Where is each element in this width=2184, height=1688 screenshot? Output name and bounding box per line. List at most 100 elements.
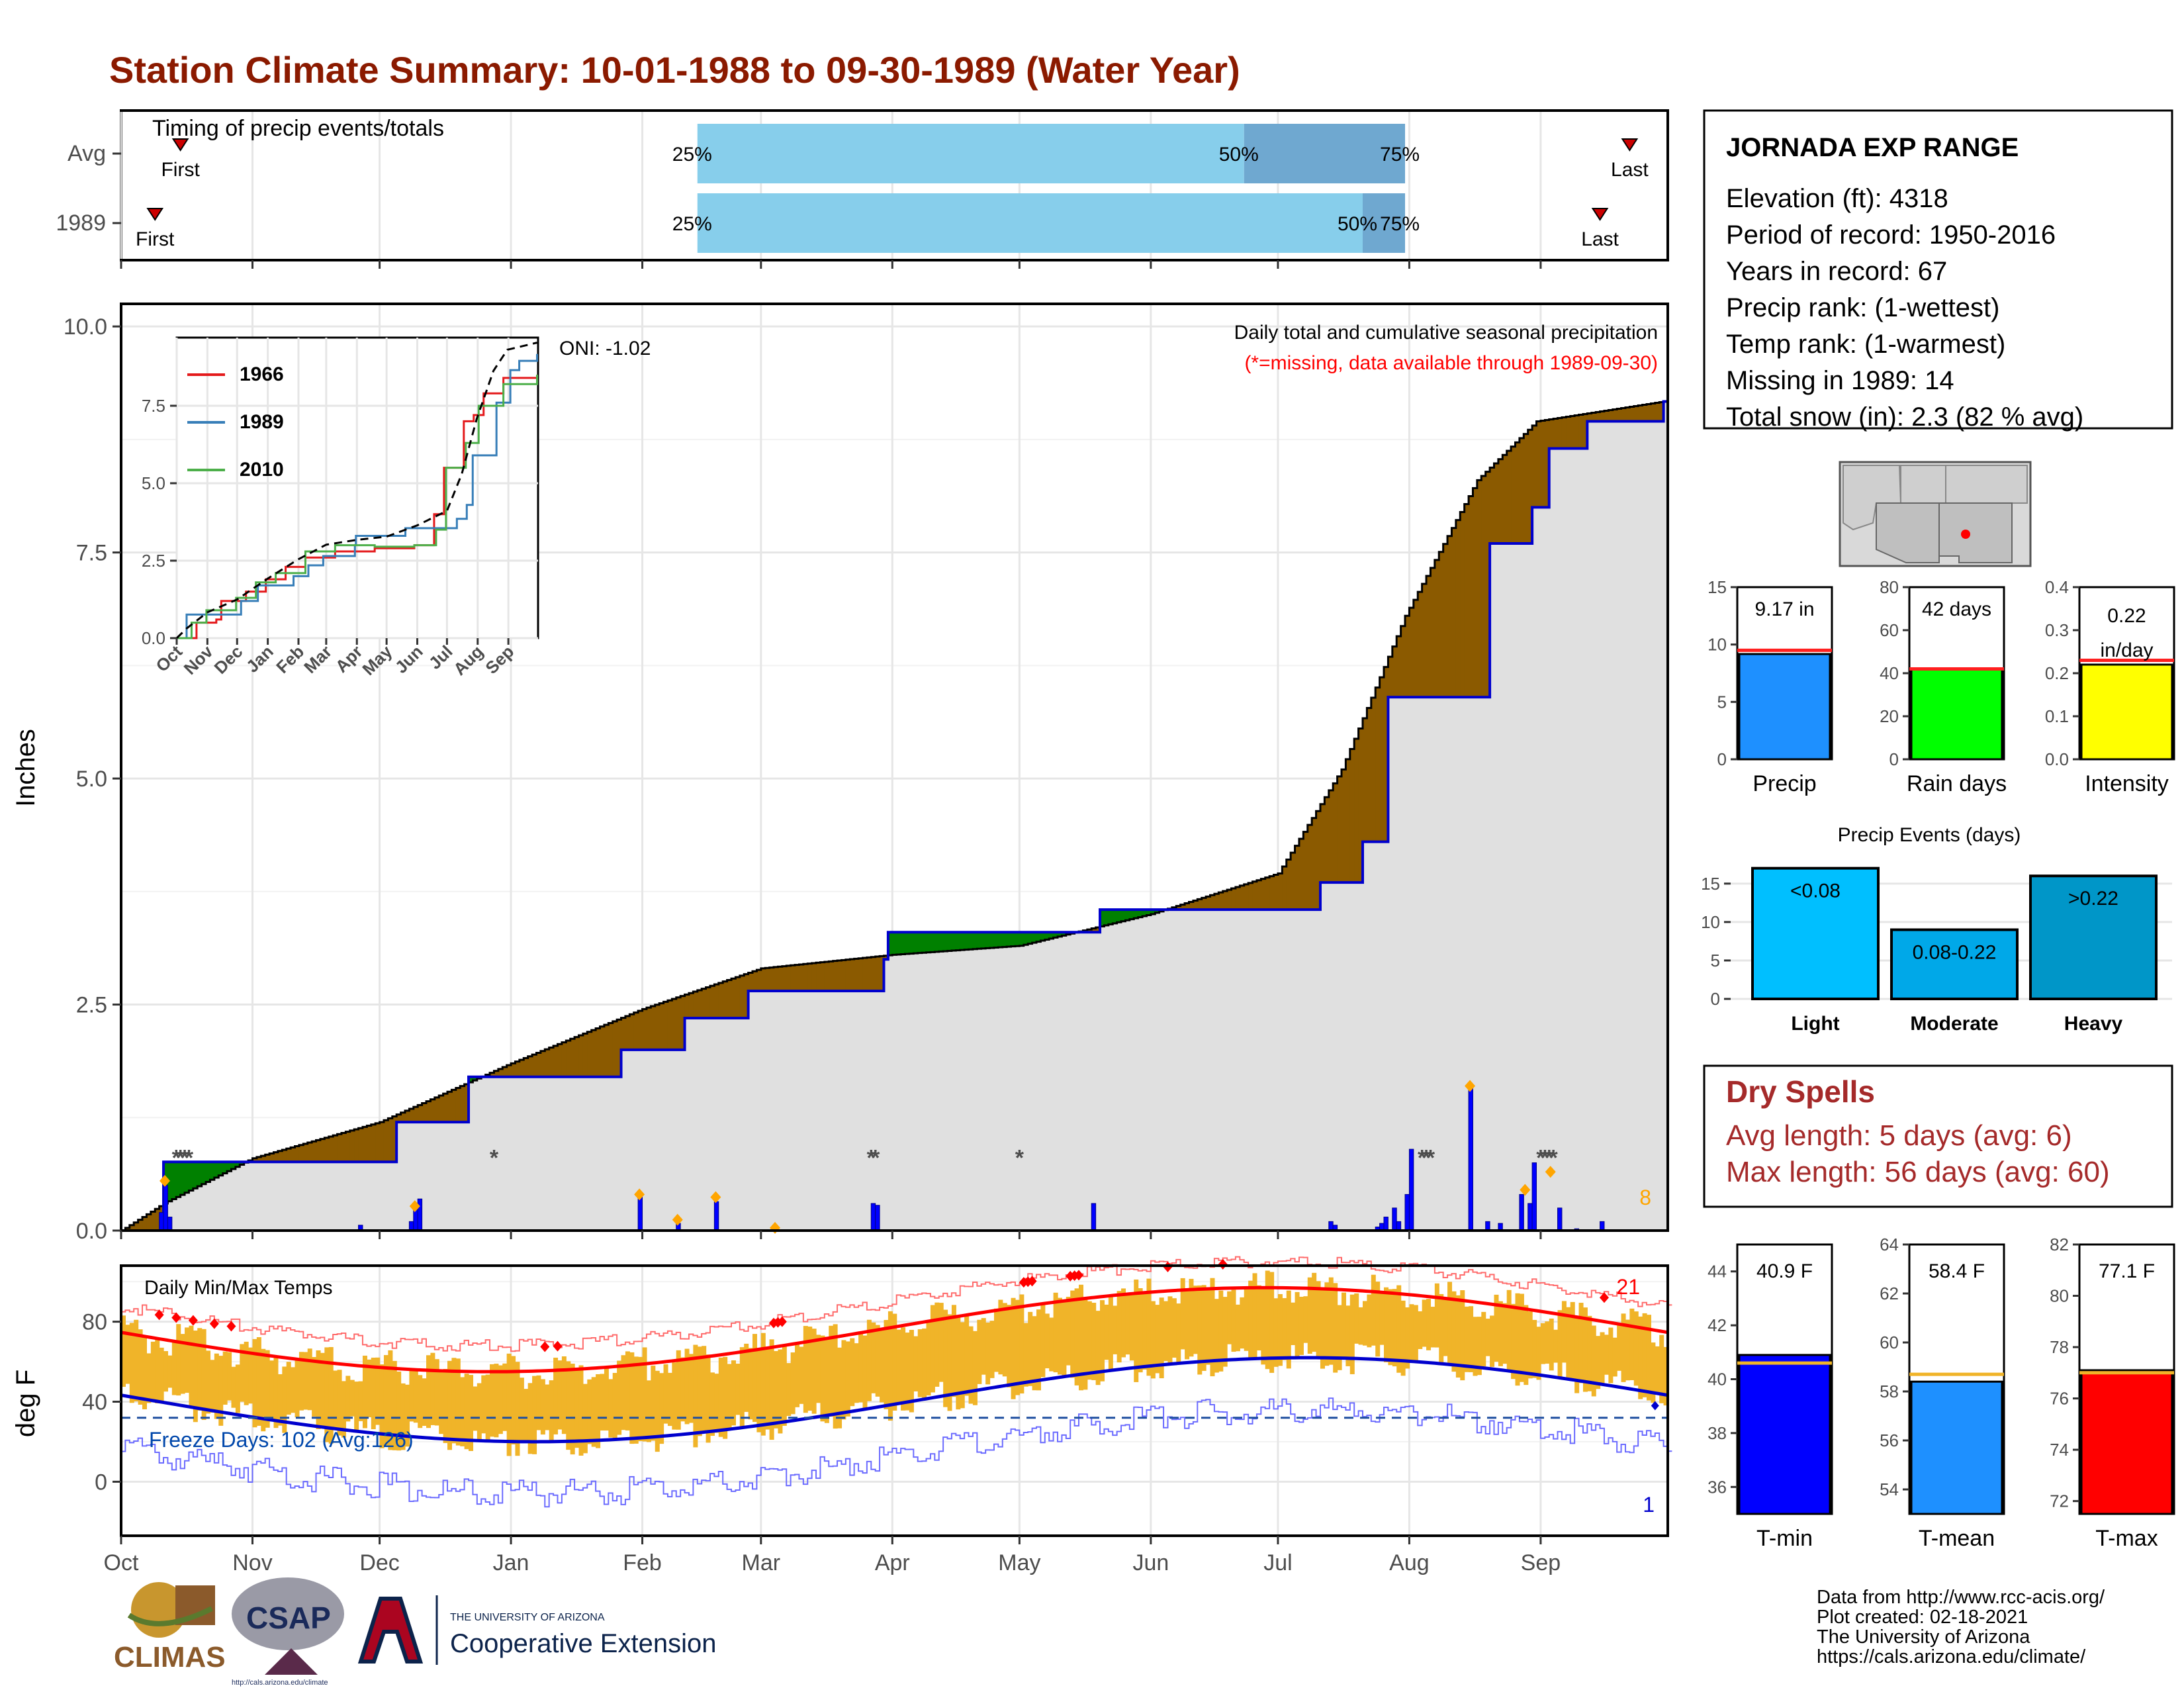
- temp-range-bar: [409, 1369, 414, 1422]
- deficit-band: [150, 1211, 156, 1231]
- temp-range-bar: [1134, 1279, 1139, 1382]
- temp-range-bar: [744, 1343, 749, 1412]
- surplus-band: [176, 1162, 181, 1197]
- temp-range-bar: [1502, 1303, 1508, 1364]
- deficit-band: [1646, 404, 1651, 422]
- deficit-band: [1608, 410, 1614, 422]
- surplus-band: [1113, 910, 1118, 923]
- temp-summary-ytick-label-2-5: 82: [2050, 1235, 2069, 1254]
- events-title: Precip Events (days): [1838, 824, 2021, 846]
- temp-range-bar: [549, 1380, 554, 1440]
- deficit-band: [1451, 528, 1457, 698]
- deficit-band: [1214, 894, 1219, 910]
- temp-range-bar: [1167, 1296, 1173, 1364]
- deficit-band: [502, 1067, 508, 1077]
- temp-range-bar: [820, 1335, 825, 1422]
- avg-low-line: [120, 1356, 1668, 1444]
- temp-range-bar: [1142, 1291, 1148, 1370]
- temp-range-bar: [1409, 1304, 1414, 1362]
- surplus-band: [943, 932, 948, 951]
- temp-range-bar: [392, 1360, 397, 1450]
- temp-range-bar: [227, 1352, 232, 1401]
- temp-range-bar: [519, 1378, 524, 1442]
- record-high-marker-5: [540, 1341, 550, 1352]
- temp-range-bar: [240, 1344, 245, 1402]
- temp-range-bar: [600, 1374, 605, 1431]
- temp-range-bar: [667, 1372, 672, 1427]
- deficit-band: [1405, 616, 1410, 698]
- deficit-band: [1557, 418, 1563, 449]
- event-marker-7: [1520, 1184, 1531, 1196]
- deficit-band: [545, 1049, 550, 1077]
- deficit-band: [566, 1040, 571, 1077]
- temp-range-bar: [1286, 1290, 1291, 1369]
- daily-precip-bar-6: [417, 1198, 423, 1231]
- temp-range-bar: [231, 1366, 236, 1408]
- temp-range-bar: [235, 1364, 240, 1413]
- temp-range-bar: [998, 1299, 1003, 1375]
- deficit-band: [735, 977, 741, 1019]
- climas-logo: CLIMAS: [114, 1582, 226, 1673]
- deficit-band: [1095, 927, 1101, 933]
- temp-range-bar: [858, 1333, 864, 1403]
- deficit-band: [803, 964, 808, 992]
- deficit-band: [1536, 421, 1541, 508]
- surplus-band: [968, 932, 974, 950]
- summary-label-2: Intensity: [2085, 771, 2169, 796]
- deficit-band: [358, 1128, 363, 1162]
- surplus-band: [1129, 910, 1134, 919]
- temp-range-bar: [684, 1348, 690, 1425]
- surplus-band: [964, 932, 970, 950]
- deficit-band: [1511, 446, 1516, 543]
- precip-panel-border: [120, 303, 1669, 1232]
- missing-day-marker-6: *: [871, 1146, 880, 1171]
- deficit-band: [1651, 403, 1656, 422]
- temp-range-bar: [1282, 1298, 1287, 1360]
- deficit-band: [1464, 504, 1469, 698]
- deficit-band: [1286, 859, 1291, 910]
- temp-range-bar: [1396, 1285, 1402, 1373]
- summary-ytick-label-1-4: 80: [1880, 577, 1899, 597]
- deficit-band: [396, 1114, 402, 1123]
- temp-range-bar: [273, 1356, 279, 1429]
- temp-range-bar: [163, 1351, 169, 1392]
- deficit-band: [646, 1008, 651, 1050]
- daily-precip-bar-15: [1328, 1221, 1334, 1231]
- temp-range-bar: [1600, 1332, 1605, 1385]
- temp-range-bar: [1163, 1301, 1169, 1362]
- temp-range-bar: [1062, 1299, 1067, 1377]
- temp-range-bar: [447, 1360, 453, 1450]
- deficit-band: [705, 987, 711, 1019]
- surplus-band: [218, 1162, 224, 1176]
- temp-summary-ytick-label-0-2: 40: [1707, 1370, 1727, 1389]
- temp-range-bar: [1532, 1319, 1537, 1378]
- temp-range-bar: [727, 1364, 732, 1430]
- timing-first-label-0: First: [161, 159, 200, 181]
- deficit-band: [884, 955, 889, 960]
- temp-range-bar: [511, 1356, 516, 1445]
- temp-range-bar: [1596, 1336, 1601, 1389]
- deficit-band: [837, 961, 842, 992]
- inset-ytick-label-3: 7.5: [142, 396, 165, 416]
- temp-range-bar: [1553, 1329, 1559, 1363]
- precip-y-axis: 0.0 2.5 5.0 7.5 10.0: [64, 314, 121, 1244]
- deficit-band: [515, 1061, 520, 1077]
- deficit-band: [1532, 425, 1537, 508]
- temp-range-bar: [210, 1360, 215, 1413]
- deficit-band: [591, 1030, 596, 1077]
- temp-range-bar: [604, 1368, 609, 1431]
- temp-range-bar: [1481, 1311, 1486, 1367]
- temp-range-bar: [786, 1363, 792, 1417]
- month-label-Oct: Oct: [104, 1550, 139, 1575]
- timing-first-marker-0: [171, 138, 189, 152]
- temp-summary-value-0: 40.9 F: [1756, 1260, 1813, 1282]
- temp-range-bar: [1400, 1300, 1406, 1376]
- temp-range-bar: [506, 1353, 512, 1456]
- surplus-band: [1023, 932, 1028, 945]
- temp-summary-label-0: T-min: [1756, 1526, 1813, 1551]
- deficit-band: [430, 1099, 435, 1123]
- temp-range-bar: [1629, 1308, 1635, 1380]
- temp-range-bar: [1371, 1274, 1376, 1346]
- surplus-band: [951, 932, 956, 951]
- temp-ytick-label-0: 0: [95, 1470, 107, 1495]
